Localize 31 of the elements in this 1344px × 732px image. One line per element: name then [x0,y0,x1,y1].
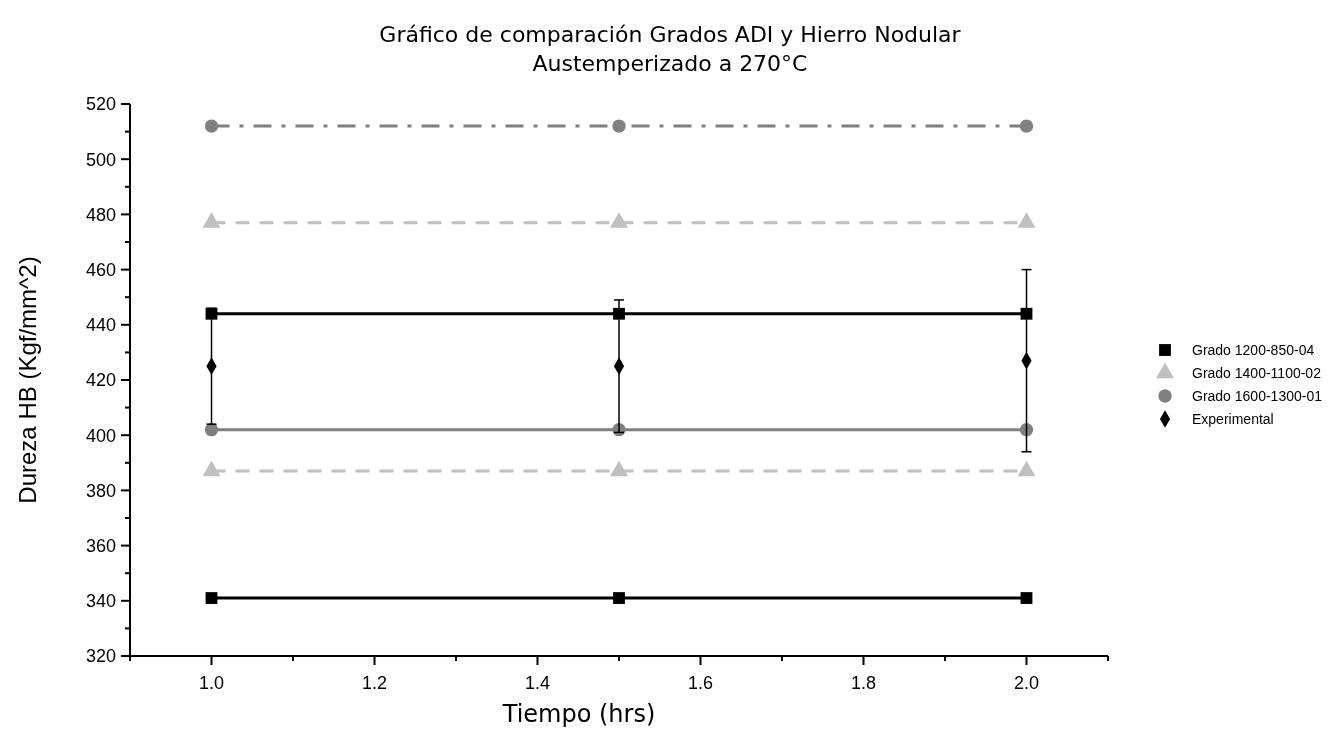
point [1020,592,1033,604]
point [204,119,219,133]
y-tick-label: 320 [85,646,116,667]
chart-title: Gráfico de comparación Grados ADI y Hierro Nodular Austemperizado a 270°C [379,22,962,76]
legend-label: Grado 1600-1300-01 [1192,387,1323,404]
y-tick-label: 440 [85,315,116,336]
y-tick-label: 500 [85,149,116,170]
x-tick-label: 2.0 [1013,673,1040,693]
legend-label: Grado 1400-1100-02 [1192,364,1322,381]
x-tick-label: 1.2 [361,673,388,693]
point [612,119,626,133]
point [204,423,219,437]
y-tick-label: 420 [85,370,116,391]
x-tick-label: 1.0 [198,673,225,693]
point [1019,119,1034,133]
x-tick-label: 1.8 [850,673,877,693]
legend-label: Grado 1200-850-04 [1192,341,1315,358]
legend-label: Experimental [1192,410,1274,427]
x-tick-label: 1.4 [524,673,551,693]
point [613,592,625,604]
y-tick-label: 380 [85,480,116,501]
y-tick-label: 360 [85,535,116,556]
y-tick-label: 340 [85,591,116,612]
y-tick-label: 480 [85,204,116,225]
y-tick-label: 400 [85,425,116,446]
y-tick-label: 520 [85,94,116,115]
y-tick-label: 460 [85,259,116,280]
x-tick-label: 1.6 [687,673,714,693]
point [205,592,218,604]
x-axis-title: Tiempo (hrs) [501,700,656,728]
y-axis-title: Dureza HB (Kgf/mm^2) [14,256,41,504]
